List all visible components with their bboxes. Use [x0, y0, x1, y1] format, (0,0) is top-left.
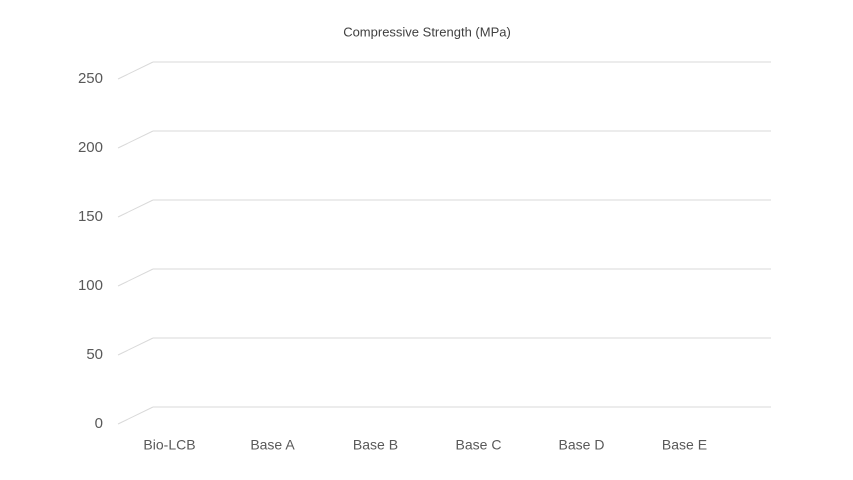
x-tick-label: Base B	[353, 437, 398, 453]
y-tick-label: 250	[78, 70, 103, 87]
x-tick-label: Base E	[662, 437, 707, 453]
y-tick-label: 200	[78, 139, 103, 156]
y-tick-label: 150	[78, 208, 103, 225]
y-tick-label: 50	[86, 346, 103, 363]
chart-title: Compressive Strength (MPa)	[343, 24, 511, 39]
x-tick-label: Base C	[456, 437, 502, 453]
grid-line-side	[117, 199, 154, 218]
grid-line-side	[117, 268, 154, 287]
grid-line-side	[117, 406, 154, 425]
grid-line-side	[117, 61, 154, 80]
x-tick-label: Base A	[250, 437, 295, 453]
x-tick-label: Base D	[559, 437, 605, 453]
x-tick-label: Bio-LCB	[143, 437, 195, 453]
grid-line-side	[117, 130, 154, 149]
grid-line-side	[117, 337, 154, 356]
y-tick-label: 0	[95, 415, 103, 432]
y-tick-label: 100	[78, 277, 103, 294]
